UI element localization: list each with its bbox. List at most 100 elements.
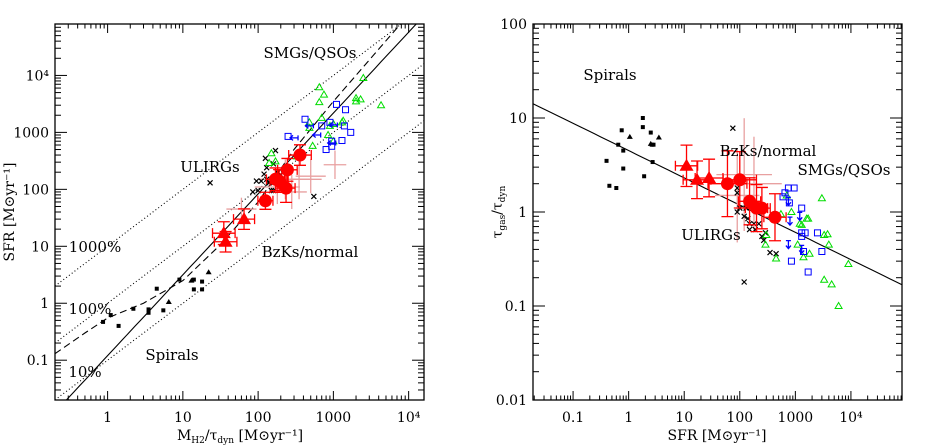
smg-green-triangle-point: [834, 301, 843, 309]
plot-area: [533, 103, 902, 309]
ulirg-cross-point: [734, 209, 741, 215]
ulirg-cross-point: [263, 164, 270, 171]
x-tick-label: 10⁴: [397, 410, 421, 426]
y-tick-label: 1: [40, 296, 49, 312]
smg-blue-square-point: [301, 115, 309, 123]
spiral-square-point: [200, 287, 205, 292]
solid-line: [65, 24, 417, 400]
y-tick-label: 0.01: [496, 393, 527, 409]
ulirg-cross-point: [262, 155, 269, 162]
smg-blue-square-point: [322, 146, 330, 154]
ulirg-cross-point: [734, 189, 741, 196]
dotted-line: [55, 63, 424, 344]
ulirg-cross-point: [741, 279, 748, 285]
spiral-square-point: [131, 306, 136, 311]
spiral-square-point: [651, 142, 656, 147]
smg-blue-square-point: [790, 184, 798, 192]
blue-limit-arrow: [785, 196, 792, 207]
spiral-square-point: [614, 186, 619, 191]
smg-green-triangle-point: [314, 82, 324, 91]
ulirg-cross-point: [261, 171, 268, 178]
spiral-triangle-point: [188, 277, 195, 283]
smg-green-triangle-point: [827, 279, 837, 288]
ulirg-cross-point: [258, 178, 265, 184]
plot-frame: [532, 23, 903, 401]
spiral-triangle-point: [205, 269, 212, 275]
x-tick-label: 0.1: [562, 410, 584, 426]
plot-frame: [54, 23, 425, 401]
y-tick-label: 10: [31, 239, 49, 255]
smg-green-triangle-point: [819, 275, 829, 283]
blue-limit-arrow: [311, 131, 322, 138]
spiral-square-point: [191, 287, 196, 292]
annotation-label: 1000%: [69, 238, 121, 256]
x-tick-label: 100: [245, 410, 272, 426]
right-y-axis-title: τgas/τdyn: [490, 185, 508, 238]
smg-blue-square-point: [332, 100, 340, 108]
y-tick-label: 10: [509, 111, 527, 127]
annotation-label: Spirals: [145, 346, 198, 364]
annotation-label: ULIRGs: [180, 158, 240, 176]
spiral-square-point: [607, 183, 612, 188]
dotted-line: [55, 24, 403, 287]
smg-green-triangle-point: [787, 207, 796, 215]
red-circle-point: [280, 163, 294, 177]
smg-blue-square-point: [801, 229, 809, 237]
spiral-square-point: [640, 116, 645, 120]
smg-green-triangle-point: [823, 229, 832, 238]
red-circle-point: [720, 177, 734, 191]
red-triangle-point: [218, 234, 233, 247]
smg-green-triangle-point: [824, 240, 834, 248]
red-circle-point: [755, 201, 769, 215]
smg-green-triangle-point: [308, 141, 317, 149]
smg-green-triangle-point: [351, 93, 361, 102]
spiral-triangle-point: [647, 140, 654, 146]
smg-green-triangle-point: [319, 90, 329, 98]
blue-limit-arrow: [304, 122, 315, 129]
spiral-square-point: [161, 308, 166, 313]
smg-blue-square-point: [787, 257, 795, 265]
smg-green-triangle-point: [803, 214, 813, 222]
ulirg-cross-point: [310, 193, 317, 200]
annotation-label: SMGs/QSOs: [798, 161, 891, 179]
right-panel: SFR [M⊙yr⁻¹] τgas/τdyn 0.1 1 10 100 1000 10⁴ 0…: [490, 17, 903, 444]
smg-green-triangle-point: [761, 230, 771, 238]
blue-limit-arrow: [785, 239, 792, 250]
red-triangle-point: [679, 158, 694, 171]
smg-green-triangle-point: [782, 190, 792, 199]
x-tick-label: 1000: [316, 410, 352, 426]
spiral-square-point: [621, 148, 626, 153]
ulirg-cross-point: [773, 250, 780, 257]
y-tick-label: 0.1: [27, 353, 49, 369]
spiral-triangle-point: [655, 134, 662, 140]
smg-green-triangle-point: [844, 259, 853, 267]
ulirg-cross-point: [272, 147, 279, 154]
smg-green-triangle-point: [314, 97, 324, 106]
red-triangle-point: [237, 212, 252, 225]
smg-green-triangle-point: [323, 130, 333, 138]
ulirg-cross-point: [729, 125, 736, 132]
plot-area: [55, 24, 424, 400]
smg-green-triangle-point: [271, 156, 280, 165]
spiral-square-point: [146, 310, 151, 315]
blue-limit-arrow: [328, 121, 339, 128]
smg-green-triangle-point: [795, 219, 805, 227]
spiral-triangle-point: [626, 133, 633, 139]
y-tick-label: 10⁴: [26, 68, 50, 84]
smg-blue-square-point: [818, 248, 826, 256]
dashed-line: [55, 24, 401, 355]
spiral-square-point: [154, 286, 159, 291]
smg-blue-square-point: [813, 229, 821, 237]
smg-green-triangle-point: [793, 240, 803, 248]
smg-blue-square-point: [318, 122, 326, 130]
red-circle-point: [279, 181, 293, 195]
x-tick-label: 10: [675, 410, 693, 426]
smg-green-triangle-point: [817, 193, 827, 202]
spiral-square-point: [640, 125, 645, 130]
red-circle-point: [293, 148, 307, 162]
ulirg-cross-point: [767, 249, 773, 256]
annotation-label: SMGs/QSOs: [264, 44, 357, 62]
spiral-square-point: [191, 277, 196, 282]
smg-green-triangle-point: [267, 148, 276, 157]
